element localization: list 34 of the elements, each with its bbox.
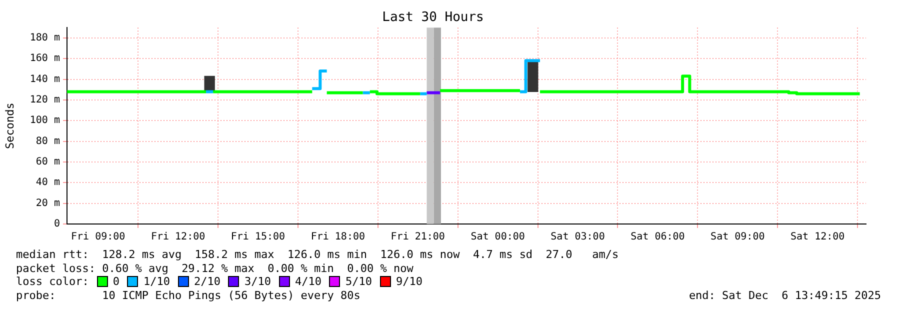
legend-label: 1/10 — [143, 275, 170, 288]
chart-title: Last 30 Hours — [382, 10, 484, 26]
text: probe: 10 ICMP Echo Pings (56 Bytes) every 80s — [16, 289, 360, 302]
y-tick-label: 40 m — [36, 177, 60, 188]
legend-label: 4/10 — [294, 275, 322, 288]
text: median rtt: 128.2 ms avg 158.2 ms max 126.0 ms min 126.0 ms now 4.7 ms sd 27.0 am/s — [16, 248, 619, 261]
text: packet loss: 0.60 % avg 29.12 % max 0.00 % min 0.00 % now — [16, 262, 414, 275]
legend-label: 5/10 — [345, 275, 372, 288]
x-tick-label: Fri 12:00 — [150, 232, 206, 243]
x-tick-label: Sat 12:00 — [790, 232, 845, 243]
y-tick-label: 0 — [54, 218, 60, 230]
y-tick-label: 20 m — [36, 198, 60, 209]
text: end: Sat Dec 6 13:49:15 2025 — [688, 289, 881, 302]
y-tick-label: 60 m — [36, 156, 60, 168]
y-tick-label: 140 m — [30, 74, 60, 85]
y-axis-title: Seconds — [3, 102, 16, 149]
x-tick-label: Fri 18:00 — [310, 232, 366, 243]
y-tick-label: 80 m — [36, 136, 60, 147]
legend-label: 3/10 — [244, 275, 271, 288]
x-tick-label: Fri 09:00 — [70, 232, 126, 243]
legend-title: loss color: — [16, 275, 89, 288]
y-tick-label: 100 m — [30, 115, 60, 126]
legend-label: 2/10 — [194, 275, 220, 288]
x-tick-label: Fri 21:00 — [390, 232, 445, 243]
y-tick-label: 120 m — [30, 94, 60, 106]
legend-label: 0 — [112, 275, 120, 288]
x-tick-label: Fri 15:00 — [230, 232, 286, 243]
x-tick-label: Sat 00:00 — [470, 232, 525, 243]
y-tick-label: 160 m — [30, 53, 60, 64]
x-tick-label: Sat 06:00 — [630, 232, 685, 243]
x-tick-label: Sat 09:00 — [710, 232, 765, 243]
y-tick-label: 180 m — [30, 32, 60, 44]
legend-label: 9/10 — [396, 275, 422, 288]
x-tick-label: Sat 03:00 — [550, 232, 605, 243]
